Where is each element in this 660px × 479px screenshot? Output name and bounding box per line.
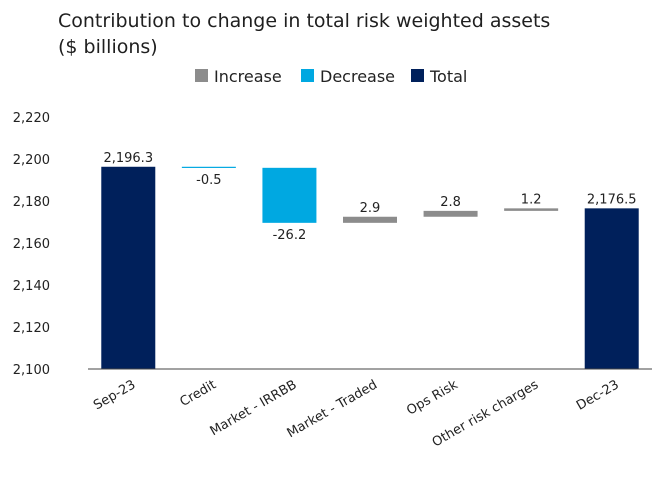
data-label: 2.9 <box>360 201 381 216</box>
y-tick-label: 2,200 <box>13 153 50 168</box>
legend-label-increase: Increase <box>214 67 282 86</box>
bar-total <box>584 208 639 369</box>
data-label: 2.8 <box>440 195 461 210</box>
data-label: -26.2 <box>273 228 307 243</box>
x-category-label: Credit <box>177 377 218 410</box>
bar-increase <box>504 208 559 211</box>
data-label: -0.5 <box>196 173 221 188</box>
y-tick-label: 2,140 <box>13 279 50 294</box>
data-label: 1.2 <box>521 192 542 207</box>
x-category-label: Market - Traded <box>285 377 380 441</box>
chart-title-line-1: Contribution to change in total risk wei… <box>58 10 551 32</box>
y-tick-label: 2,160 <box>13 237 50 252</box>
y-axis: 2,100 2,120 2,140 2,160 2,180 2,200 2,220 <box>13 111 50 378</box>
y-tick-label: 2,180 <box>13 195 50 210</box>
legend-swatch-decrease <box>301 69 314 82</box>
legend: Increase Decrease Total <box>195 67 467 86</box>
data-label: 2,176.5 <box>587 192 637 207</box>
chart-title-line-2: ($ billions) <box>58 36 158 58</box>
y-tick-label: 2,120 <box>13 321 50 336</box>
data-label: 2,196.3 <box>103 151 153 166</box>
y-tick-label: 2,100 <box>13 363 50 378</box>
x-category-label: Dec-23 <box>574 377 622 413</box>
bar-total <box>101 166 156 369</box>
legend-swatch-total <box>411 69 424 82</box>
bar-decrease <box>181 166 236 168</box>
bar-increase <box>343 216 397 223</box>
chart-title: Contribution to change in total risk wei… <box>58 8 550 60</box>
x-category-label: Ops Risk <box>404 377 461 418</box>
legend-label-decrease: Decrease <box>320 67 395 86</box>
y-tick-label: 2,220 <box>13 111 50 126</box>
bars: 2,196.3 -0.5 -26.2 2.9 2.8 1.2 2,176.5 <box>101 151 639 369</box>
bar-decrease <box>262 167 317 223</box>
legend-swatch-increase <box>195 69 208 82</box>
x-category-label: Sep-23 <box>91 377 138 413</box>
legend-label-total: Total <box>429 67 467 86</box>
bar-increase <box>423 210 478 217</box>
